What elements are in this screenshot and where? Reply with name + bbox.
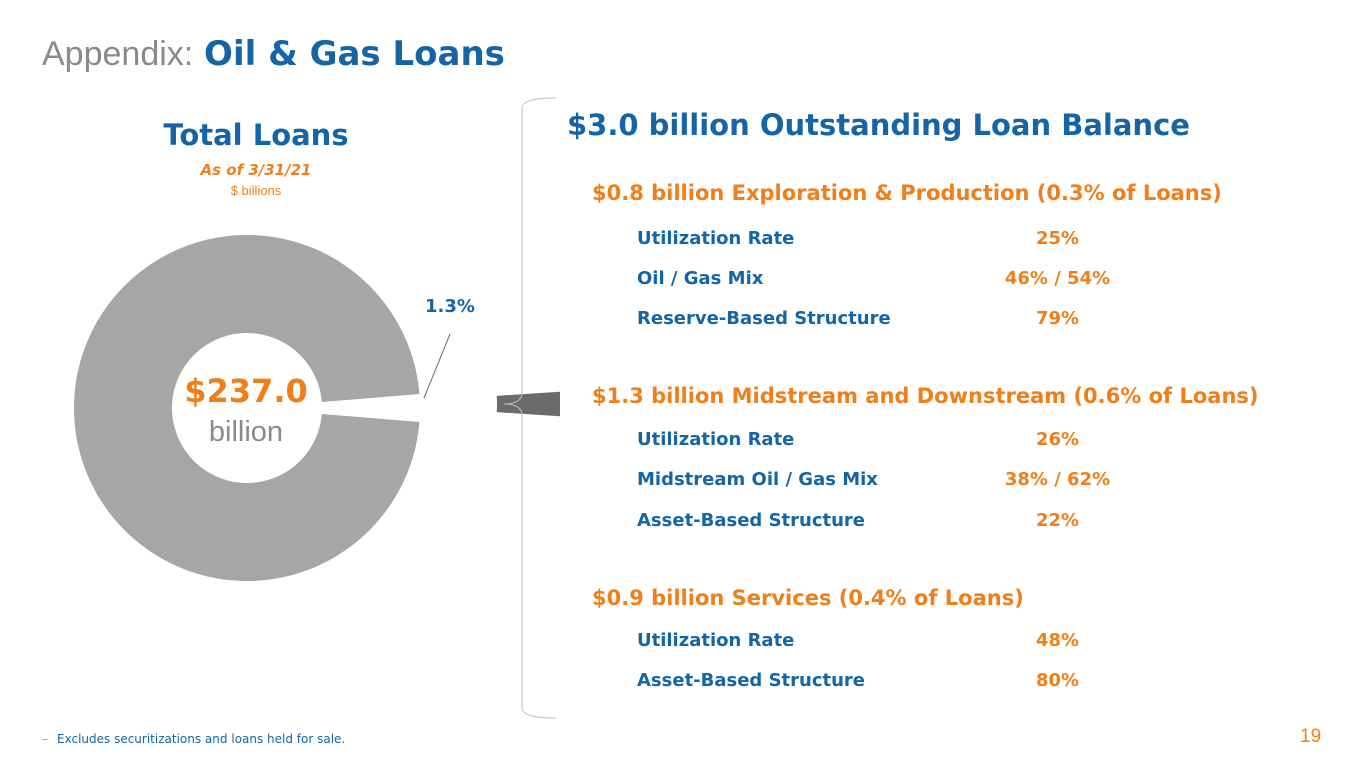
row-label: Utilization Rate — [637, 228, 795, 249]
row-value: 46% / 54% — [1004, 268, 1111, 289]
detail-headline: $3.0 billion Outstanding Loan Balance — [567, 108, 1190, 142]
segment-title-exploration: $0.8 billion Exploration & Production (0… — [592, 181, 1222, 205]
row-label: Asset-Based Structure — [637, 670, 866, 691]
slice-leader-line — [423, 333, 451, 399]
row-value: 80% — [1035, 670, 1080, 691]
donut-center-unit: billion — [208, 416, 284, 448]
row-value: 48% — [1035, 630, 1080, 651]
row-value: 25% — [1035, 228, 1080, 249]
row-label: Asset-Based Structure — [637, 510, 866, 531]
row-value: 38% / 62% — [1004, 469, 1111, 490]
brace-bracket — [503, 97, 557, 719]
segment-title-services: $0.9 billion Services (0.4% of Loans) — [592, 586, 1024, 610]
segment-title-midstream: $1.3 billion Midstream and Downstream (0… — [592, 384, 1259, 408]
pie-slice-oil-gas — [496, 391, 560, 417]
footnote-text: Excludes securitizations and loans held … — [57, 732, 346, 746]
chart-units: $ billions — [230, 183, 282, 198]
footnote: – Excludes securitizations and loans held… — [42, 732, 345, 746]
chart-subtitle: As of 3/31/21 — [200, 161, 312, 179]
row-label: Utilization Rate — [637, 429, 795, 450]
row-label: Oil / Gas Mix — [637, 268, 764, 289]
pie-slice-main — [73, 234, 420, 581]
row-label: Midstream Oil / Gas Mix — [637, 469, 878, 490]
footnote-dash: – — [42, 732, 48, 746]
title-prefix: Appendix: — [42, 35, 194, 73]
row-value: 26% — [1035, 429, 1080, 450]
slice-label: 1.3% — [425, 296, 475, 317]
chart-title: Total Loans — [163, 118, 349, 152]
row-label: Reserve-Based Structure — [637, 308, 891, 329]
row-value: 22% — [1035, 510, 1080, 531]
donut-chart — [73, 97, 560, 719]
row-label: Utilization Rate — [637, 630, 795, 651]
title-main: Oil & Gas Loans — [204, 34, 505, 74]
donut-center-value: $237.0 — [184, 372, 308, 410]
row-value: 79% — [1035, 308, 1080, 329]
page-number: 19 — [1300, 726, 1322, 747]
page-title: Appendix: Oil & Gas Loans — [42, 34, 505, 74]
